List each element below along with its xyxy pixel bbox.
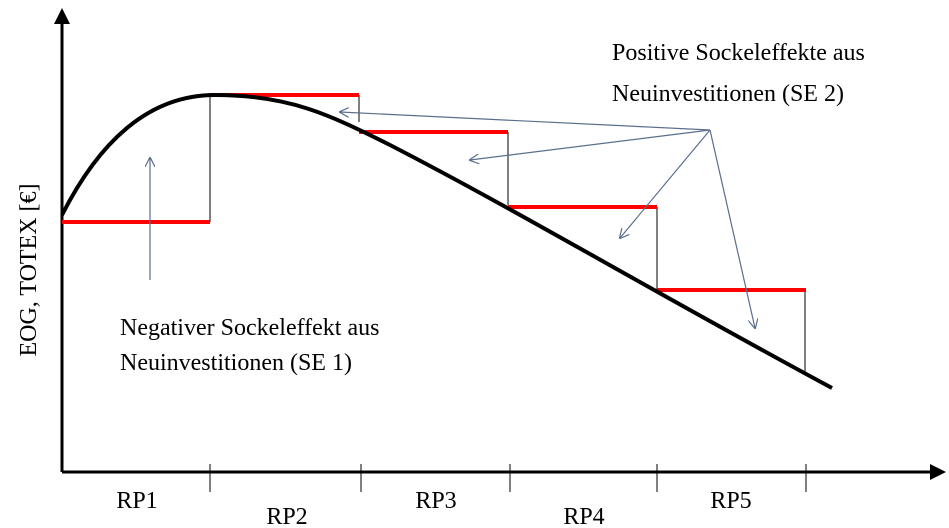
period-label: RP2: [266, 504, 307, 528]
annotation: Positive Sockeleffekte aus: [612, 40, 865, 66]
annotation: Negativer Sockeleffekt aus: [120, 315, 379, 341]
x-axis-arrow: [930, 464, 946, 480]
red-steps: [62, 93, 806, 292]
period-label: RP1: [116, 488, 157, 514]
annotation: Neuinvestitionen (SE 1): [120, 350, 352, 376]
period-label: RP4: [563, 504, 604, 528]
period-label: RP5: [710, 488, 751, 514]
period-label: RP3: [415, 488, 456, 514]
annotation: Neuinvestitionen (SE 2): [612, 81, 844, 107]
period-ticks: [209, 464, 807, 492]
annotation-arrows: [150, 112, 755, 328]
y-axis-label: EOG, TOTEX [€]: [16, 183, 42, 356]
curve: [60, 92, 833, 390]
y-axis-arrow: [54, 8, 70, 24]
step-verticals: [209, 95, 806, 372]
